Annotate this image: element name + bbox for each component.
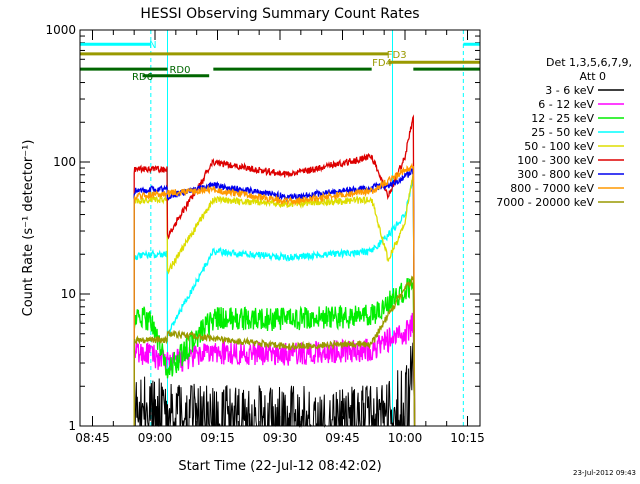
x-tick-label: 09:30 bbox=[263, 431, 298, 445]
series-line-3 bbox=[133, 278, 416, 427]
y-axis-label: Count Rate (s⁻¹ detector⁻¹) bbox=[21, 140, 36, 317]
flag-bar-label: FD4 bbox=[372, 58, 392, 69]
series-line-9 bbox=[133, 275, 416, 427]
y-tick-label: 10 bbox=[61, 287, 76, 301]
x-tick-label: 10:15 bbox=[450, 431, 485, 445]
legend-entry-label: 800 - 7000 keV bbox=[510, 182, 594, 195]
x-axis-label: Start Time (22-Jul-12 08:42:02) bbox=[178, 459, 381, 474]
flag-bar-label: N bbox=[149, 40, 156, 51]
legend-entry-label: 12 - 25 keV bbox=[531, 112, 594, 125]
legend-entry-label: 50 - 100 keV bbox=[524, 140, 594, 153]
series-line-4 bbox=[133, 176, 416, 427]
y-tick-label: 100 bbox=[53, 155, 76, 169]
x-tick-label: 10:00 bbox=[388, 431, 423, 445]
x-tick-label: 08:45 bbox=[75, 431, 110, 445]
chart-title: HESSI Observing Summary Count Rates bbox=[140, 6, 419, 22]
footer-timestamp: 23-Jul-2012 09:43 bbox=[573, 469, 636, 477]
flag-bar-label: FD3 bbox=[387, 50, 407, 61]
legend-entry-label: 3 - 6 keV bbox=[545, 84, 594, 97]
legend-entry-label: 100 - 300 keV bbox=[517, 154, 594, 167]
x-tick-label: 09:15 bbox=[200, 431, 235, 445]
legend-entry-label: 300 - 800 keV bbox=[517, 168, 594, 181]
legend-entry-label: 7000 - 20000 keV bbox=[496, 196, 594, 209]
y-tick-label: 1 bbox=[68, 419, 76, 433]
y-tick-label: 1000 bbox=[45, 23, 76, 37]
plot-frame bbox=[79, 29, 481, 427]
series-line-8 bbox=[133, 162, 416, 427]
x-tick-label: 09:00 bbox=[138, 431, 173, 445]
legend-header-line-2: Att 0 bbox=[580, 70, 606, 83]
series-line-7 bbox=[133, 167, 416, 427]
series-line-5 bbox=[133, 171, 416, 427]
legend-entry-label: 6 - 12 keV bbox=[538, 98, 594, 111]
series-line-6 bbox=[133, 114, 416, 427]
legend-header-line-1: Det 1,3,5,6,7,9, bbox=[546, 56, 632, 69]
flag-bar-label: RD6 bbox=[132, 72, 153, 83]
legend-entry-label: 25 - 50 keV bbox=[531, 126, 594, 139]
flag-bar-label: RD0 bbox=[169, 65, 190, 76]
x-tick-label: 09:45 bbox=[325, 431, 360, 445]
